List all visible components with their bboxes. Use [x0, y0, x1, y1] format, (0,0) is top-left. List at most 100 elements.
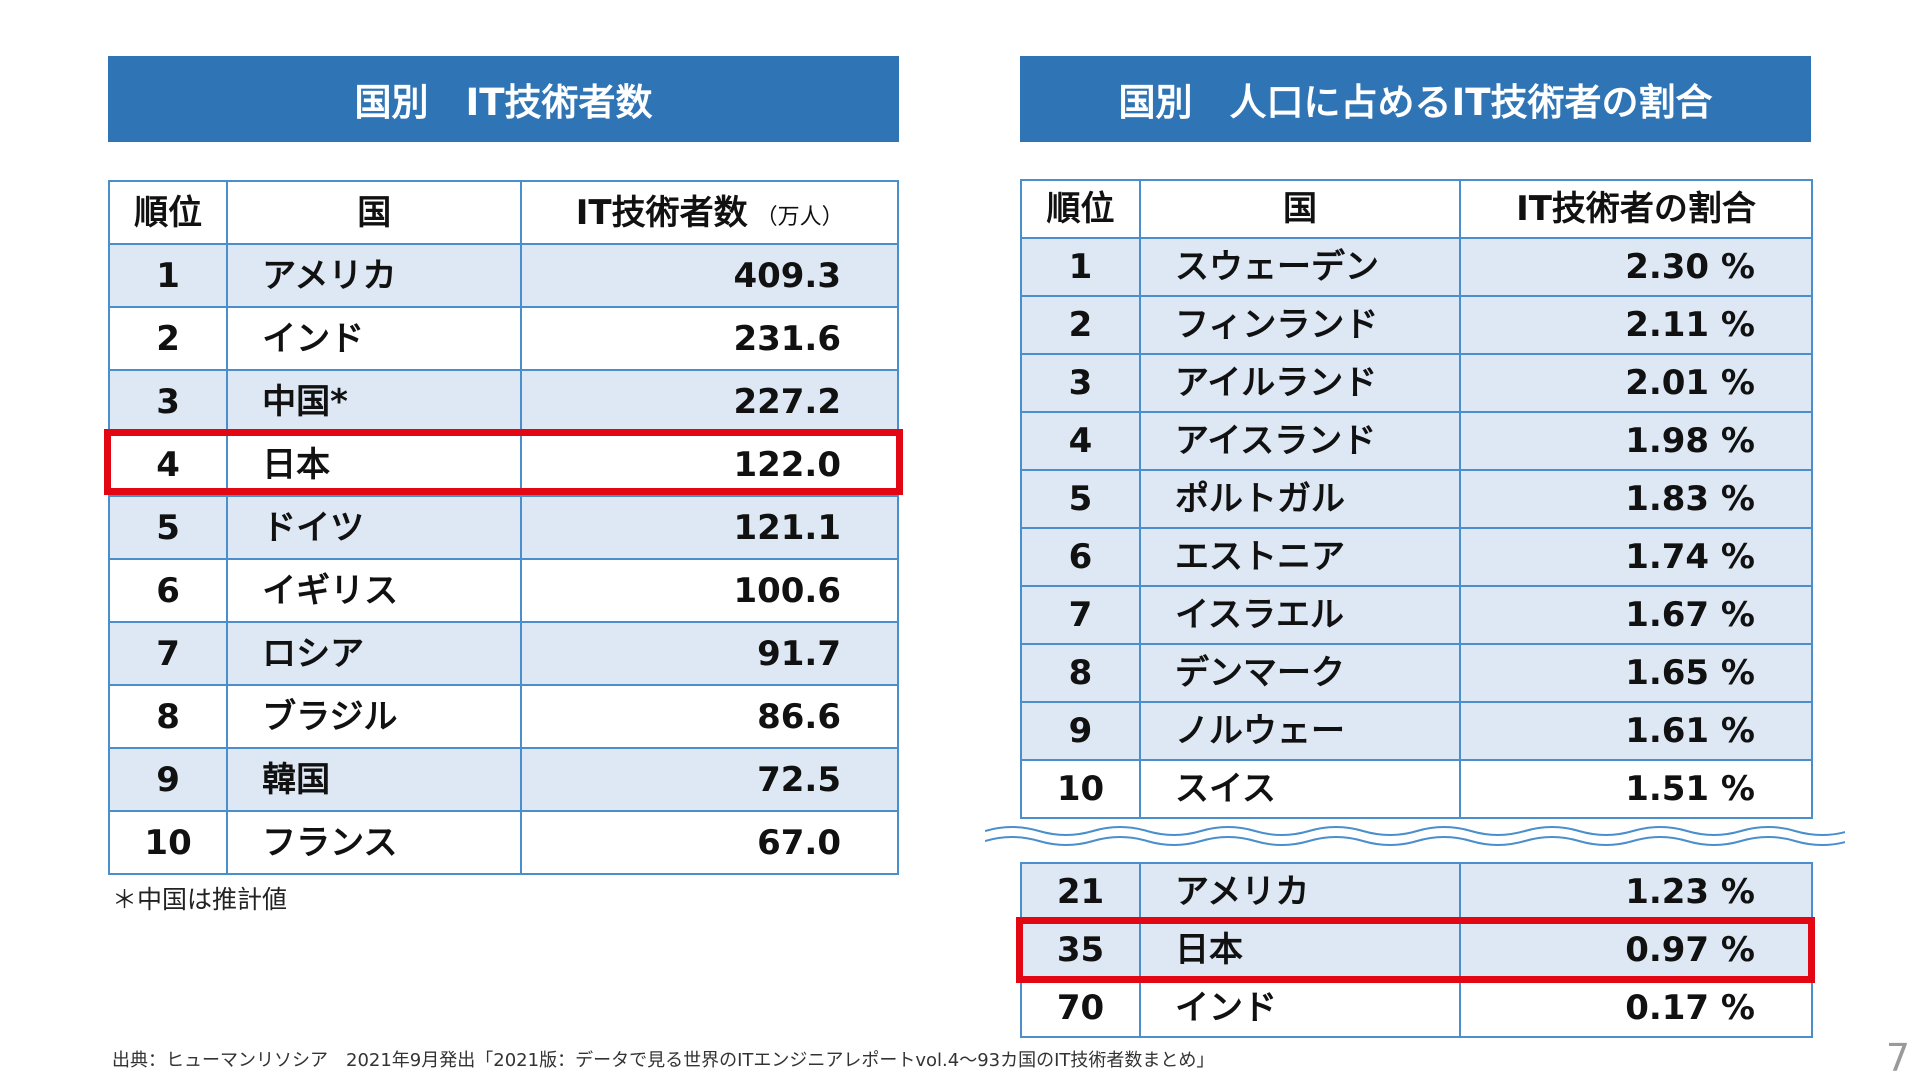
it-engineer-ratio-table: 順位 国 IT技術者の割合 1 スウェーデン 2.30 % 2 フィンランド 2…: [1020, 179, 1813, 819]
rank-cell: 5: [107, 495, 229, 560]
table-row: 3 アイルランド 2.01 %: [1020, 353, 1813, 413]
value-cell: 227.2: [520, 369, 899, 434]
footnote: ＊中国は推計値: [112, 885, 288, 914]
rank-cell: 10: [1020, 759, 1141, 819]
table-row-japan: 35 日本 0.97 %: [1020, 920, 1813, 980]
rank-cell: 8: [107, 684, 229, 749]
value-cell: 0.17 %: [1459, 978, 1813, 1038]
page-number: 7: [1885, 1036, 1910, 1080]
country-cell: 韓国: [226, 747, 523, 812]
country-cell: 日本: [1139, 920, 1461, 980]
country-cell: アメリカ: [226, 243, 523, 308]
table-row: 2 フィンランド 2.11 %: [1020, 295, 1813, 355]
table-header-row: 順位 国 IT技術者の割合: [1020, 179, 1813, 239]
country-cell: インド: [226, 306, 523, 371]
rank-cell: 4: [1020, 411, 1141, 471]
table-header-row: 順位 国 IT技術者数 （万人）: [107, 180, 899, 245]
country-cell: 中国*: [226, 369, 523, 434]
table-row: 8 デンマーク 1.65 %: [1020, 643, 1813, 703]
rank-cell: 4: [107, 432, 229, 497]
header-country: 国: [226, 180, 523, 245]
table-row: 6 エストニア 1.74 %: [1020, 527, 1813, 587]
value-cell: 91.7: [520, 621, 899, 686]
table-row: 5 ポルトガル 1.83 %: [1020, 469, 1813, 529]
rank-cell: 9: [107, 747, 229, 812]
it-engineers-count-table: 順位 国 IT技術者数 （万人） 1 アメリカ 409.3 2 インド 231.6…: [107, 180, 899, 875]
header-country: 国: [1139, 179, 1461, 239]
value-cell: 1.61 %: [1459, 701, 1813, 761]
value-cell: 1.67 %: [1459, 585, 1813, 645]
table-row: 5 ドイツ 121.1: [107, 495, 899, 560]
value-cell: 0.97 %: [1459, 920, 1813, 980]
it-engineer-ratio-table-extra: 21 アメリカ 1.23 % 35 日本 0.97 % 70 インド 0.17 …: [1020, 862, 1813, 1038]
value-cell: 1.98 %: [1459, 411, 1813, 471]
country-cell: アイスランド: [1139, 411, 1461, 471]
table-row: 3 中国* 227.2: [107, 369, 899, 434]
country-cell: デンマーク: [1139, 643, 1461, 703]
value-cell: 67.0: [520, 810, 899, 875]
table-row: 21 アメリカ 1.23 %: [1020, 862, 1813, 922]
rank-cell: 3: [1020, 353, 1141, 413]
value-cell: 72.5: [520, 747, 899, 812]
table-row: 7 ロシア 91.7: [107, 621, 899, 686]
value-cell: 1.83 %: [1459, 469, 1813, 529]
header-rank: 順位: [107, 180, 229, 245]
value-cell: 1.23 %: [1459, 862, 1813, 922]
table-row: 2 インド 231.6: [107, 306, 899, 371]
value-cell: 2.30 %: [1459, 237, 1813, 297]
table-row: 9 ノルウェー 1.61 %: [1020, 701, 1813, 761]
rank-cell: 7: [1020, 585, 1141, 645]
country-cell: ドイツ: [226, 495, 523, 560]
rank-cell: 9: [1020, 701, 1141, 761]
source-citation: 出典：ヒューマンリソシア 2021年9月発出「2021版：データで見る世界のIT…: [112, 1050, 1215, 1071]
country-cell: ブラジル: [226, 684, 523, 749]
country-cell: フランス: [226, 810, 523, 875]
country-cell: イギリス: [226, 558, 523, 623]
rank-cell: 8: [1020, 643, 1141, 703]
value-cell: 1.74 %: [1459, 527, 1813, 587]
rank-cell: 7: [107, 621, 229, 686]
header-value-label: IT技術者数: [575, 192, 748, 233]
table-row: 1 スウェーデン 2.30 %: [1020, 237, 1813, 297]
table-row: 8 ブラジル 86.6: [107, 684, 899, 749]
header-value: IT技術者数 （万人）: [520, 180, 899, 245]
country-cell: エストニア: [1139, 527, 1461, 587]
table-row: 6 イギリス 100.6: [107, 558, 899, 623]
country-cell: 日本: [226, 432, 523, 497]
japan-highlight-box: [104, 429, 903, 495]
value-cell: 409.3: [520, 243, 899, 308]
value-cell: 1.65 %: [1459, 643, 1813, 703]
left-title-banner: 国別 IT技術者数: [108, 56, 899, 142]
country-cell: ノルウェー: [1139, 701, 1461, 761]
country-cell: アイルランド: [1139, 353, 1461, 413]
rank-cell: 10: [107, 810, 229, 875]
table-row: 1 アメリカ 409.3: [107, 243, 899, 308]
rank-cell: 6: [1020, 527, 1141, 587]
rank-cell: 2: [107, 306, 229, 371]
value-cell: 231.6: [520, 306, 899, 371]
rank-cell: 1: [107, 243, 229, 308]
wave-separator: [985, 826, 1845, 846]
country-cell: スウェーデン: [1139, 237, 1461, 297]
value-cell: 86.6: [520, 684, 899, 749]
rank-cell: 1: [1020, 237, 1141, 297]
table-row: 7 イスラエル 1.67 %: [1020, 585, 1813, 645]
country-cell: ロシア: [226, 621, 523, 686]
header-unit: （万人）: [755, 204, 844, 230]
right-title-banner: 国別 人口に占めるIT技術者の割合: [1020, 56, 1811, 142]
header-rank: 順位: [1020, 179, 1141, 239]
rank-cell: 3: [107, 369, 229, 434]
japan-highlight-box: [1016, 917, 1815, 983]
country-cell: イスラエル: [1139, 585, 1461, 645]
rank-cell: 70: [1020, 978, 1141, 1038]
rank-cell: 2: [1020, 295, 1141, 355]
table-row: 10 スイス 1.51 %: [1020, 759, 1813, 819]
country-cell: ポルトガル: [1139, 469, 1461, 529]
value-cell: 121.1: [520, 495, 899, 560]
table-row: 10 フランス 67.0: [107, 810, 899, 875]
rank-cell: 21: [1020, 862, 1141, 922]
country-cell: インド: [1139, 978, 1461, 1038]
table-row: 9 韓国 72.5: [107, 747, 899, 812]
value-cell: 100.6: [520, 558, 899, 623]
value-cell: 2.01 %: [1459, 353, 1813, 413]
